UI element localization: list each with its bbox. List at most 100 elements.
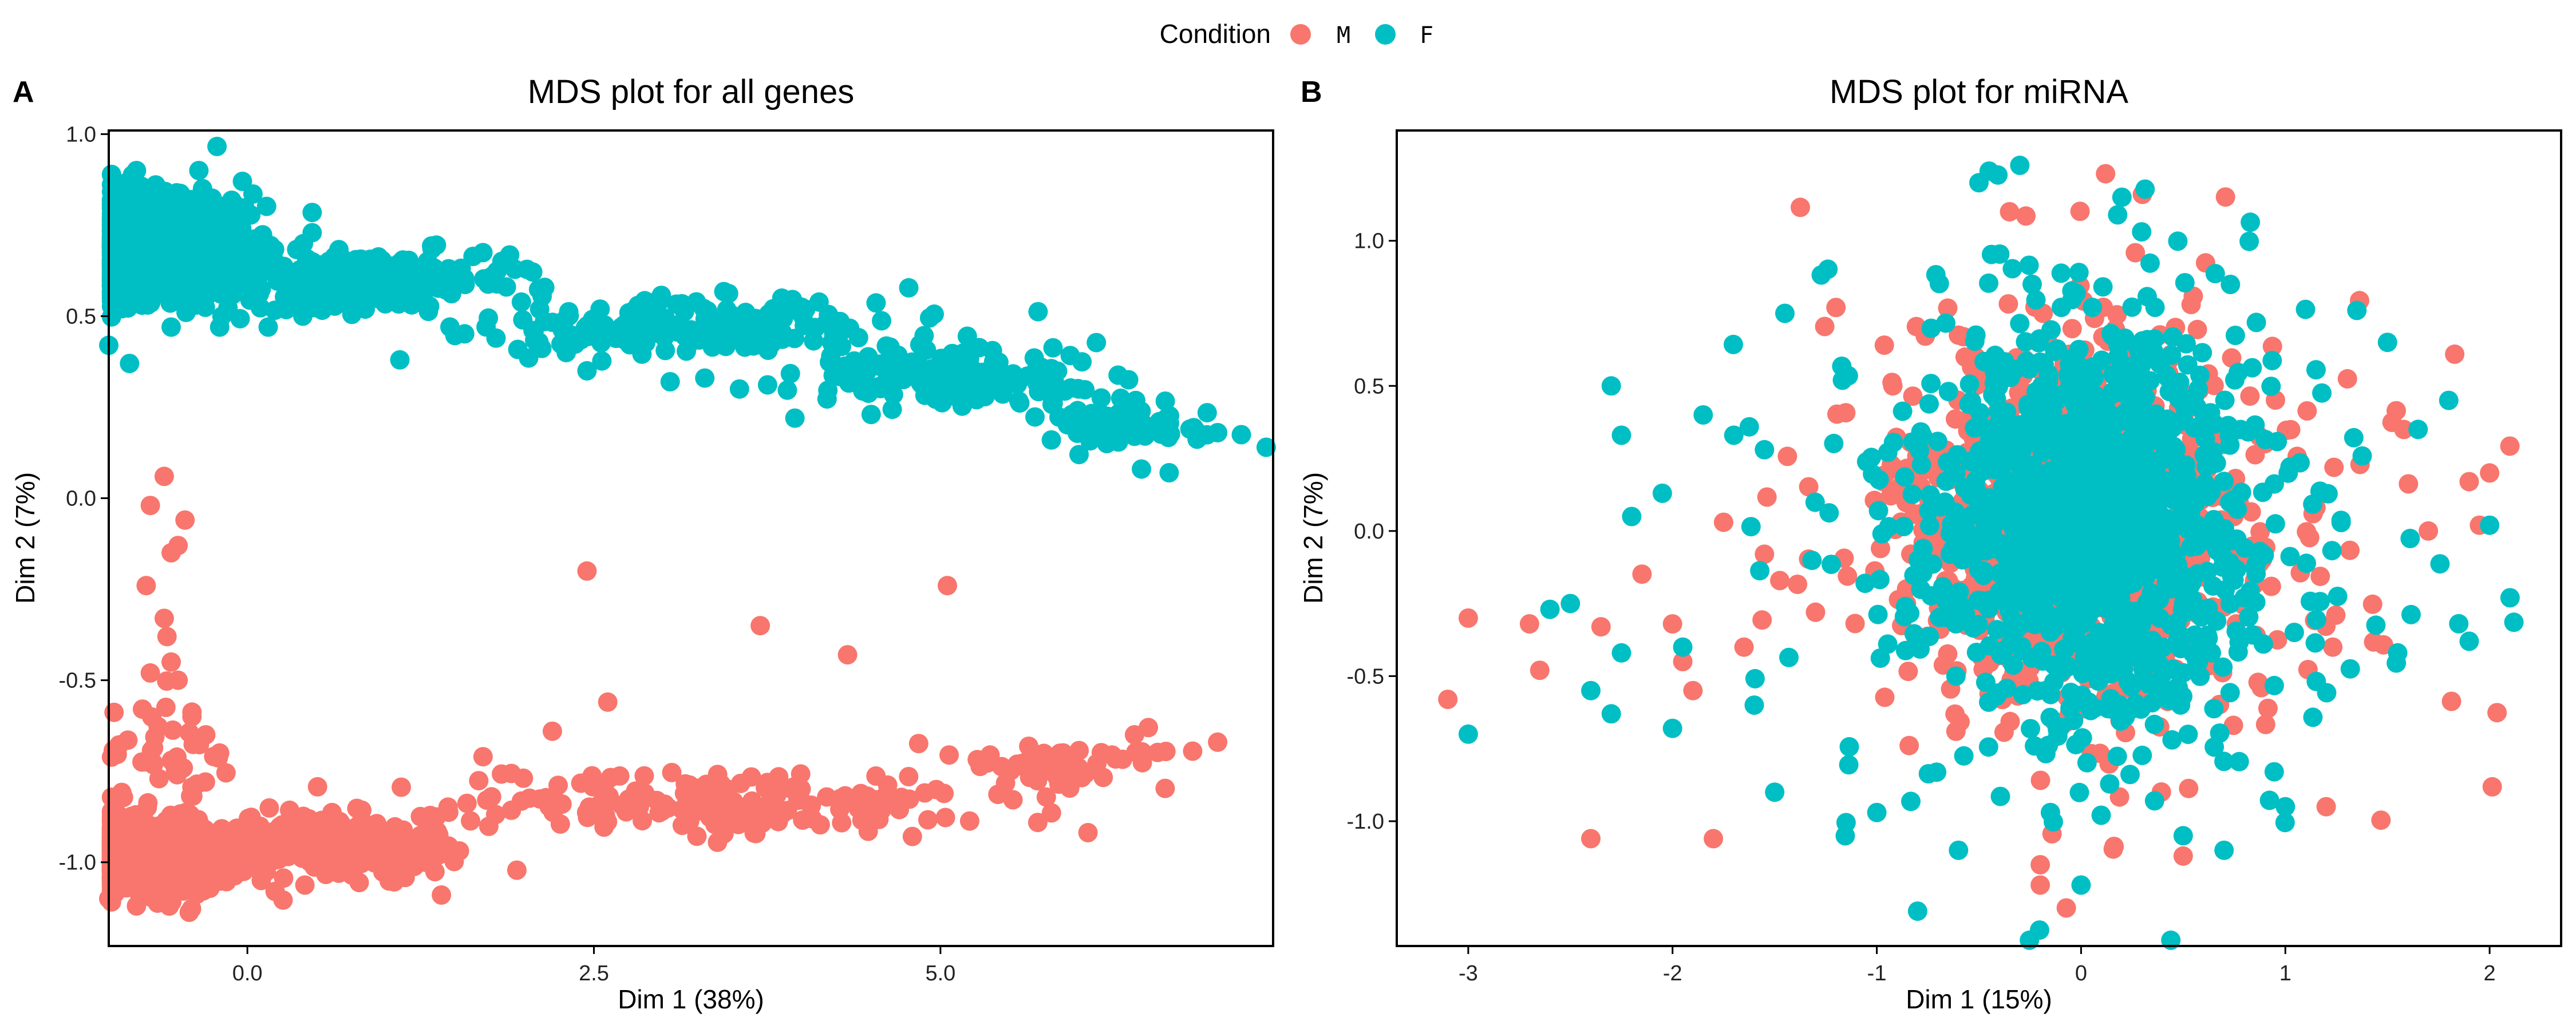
data-point-f	[1180, 419, 1200, 439]
data-point-f	[1894, 517, 1914, 536]
data-point-m	[866, 766, 886, 786]
legend: Condition M F	[1160, 19, 1433, 49]
data-point-f	[175, 190, 195, 209]
data-point-m	[838, 645, 858, 664]
data-point-m	[1826, 298, 1846, 317]
data-point-m	[675, 774, 695, 794]
data-point-f	[127, 161, 146, 180]
data-point-m	[2096, 164, 2115, 184]
data-point-m	[2364, 632, 2384, 652]
data-point-f	[512, 292, 531, 312]
data-point-m	[626, 781, 646, 801]
data-point-f	[523, 321, 543, 341]
data-point-f	[302, 223, 322, 243]
data-point-m	[295, 876, 315, 895]
data-point-f	[227, 217, 246, 236]
data-point-f	[2010, 314, 2029, 333]
data-point-m	[469, 771, 488, 790]
data-point-f	[2266, 514, 2285, 533]
data-point-m	[350, 873, 369, 892]
data-point-f	[2246, 564, 2266, 584]
data-point-m	[2256, 715, 2275, 734]
data-point-m	[2216, 187, 2235, 207]
x-tick-label: 2.5	[579, 961, 609, 985]
data-point-m	[1438, 690, 1457, 709]
data-point-m	[1791, 197, 1810, 217]
data-point-f	[946, 352, 965, 371]
data-point-m	[104, 703, 124, 722]
data-point-m	[196, 725, 216, 745]
data-point-m	[473, 747, 493, 766]
data-point-m	[141, 818, 160, 837]
data-point-f	[508, 340, 528, 359]
data-point-f	[1069, 445, 1089, 464]
data-point-m	[2000, 202, 2020, 221]
data-point-m	[2324, 458, 2344, 477]
data-point-m	[1806, 603, 1826, 622]
data-point-m	[370, 837, 389, 856]
data-point-m	[142, 857, 161, 876]
data-point-f	[229, 247, 248, 266]
data-point-m	[182, 707, 202, 726]
data-point-m	[2016, 206, 2036, 225]
x-tick-label: 5.0	[925, 961, 955, 985]
data-point-f	[1097, 434, 1116, 453]
data-point-m	[155, 466, 174, 486]
data-point-m	[2459, 472, 2479, 492]
data-point-f	[2132, 746, 2152, 765]
data-point-f	[628, 308, 647, 328]
data-point-f	[777, 381, 797, 400]
data-point-m	[2442, 692, 2462, 711]
data-point-f	[180, 267, 200, 286]
data-point-m	[934, 783, 954, 803]
data-point-m	[114, 854, 133, 874]
data-point-f	[1893, 402, 1913, 421]
data-point-f	[655, 341, 675, 360]
data-point-f	[210, 318, 230, 337]
data-point-f	[1869, 501, 1888, 520]
data-point-m	[162, 892, 181, 912]
data-point-m	[1755, 544, 1774, 564]
data-point-m	[791, 790, 811, 810]
data-point-m	[118, 730, 137, 750]
data-point-f	[672, 294, 692, 314]
data-point-f	[705, 328, 724, 348]
data-point-m	[1049, 774, 1069, 794]
data-point-m	[1530, 660, 1550, 680]
data-point-m	[132, 753, 152, 772]
data-point-m	[2399, 474, 2418, 494]
data-point-m	[1021, 762, 1041, 782]
data-point-m	[708, 833, 727, 852]
data-point-m	[1632, 564, 1652, 584]
data-point-m	[2419, 521, 2438, 541]
data-point-m	[1998, 294, 2018, 314]
data-point-m	[102, 747, 121, 767]
data-point-m	[102, 824, 121, 843]
data-point-f	[233, 172, 252, 191]
data-point-m	[988, 785, 1008, 804]
data-point-f	[1025, 407, 1045, 427]
data-point-m	[482, 787, 501, 806]
data-point-f	[424, 259, 443, 278]
data-point-m	[176, 803, 195, 822]
data-point-f	[728, 323, 747, 343]
data-point-f	[303, 252, 322, 272]
data-point-m	[175, 510, 195, 530]
data-point-f	[719, 284, 738, 303]
data-point-m	[164, 751, 184, 770]
legend-label-f: F	[1420, 22, 1433, 49]
panel-b-tag: B	[1301, 76, 1322, 109]
legend-title: Condition	[1160, 19, 1271, 49]
data-point-m	[457, 794, 477, 813]
data-point-f	[366, 276, 385, 296]
legend-label-m: M	[1337, 22, 1350, 49]
panel-a-title: MDS plot for all genes	[528, 73, 855, 110]
data-point-m	[2071, 201, 2090, 221]
data-point-m	[308, 777, 327, 797]
data-point-m	[1898, 662, 1918, 681]
data-point-m	[1777, 446, 1797, 466]
data-point-m	[939, 745, 959, 765]
data-point-f	[781, 364, 800, 383]
data-point-f	[2317, 683, 2336, 702]
